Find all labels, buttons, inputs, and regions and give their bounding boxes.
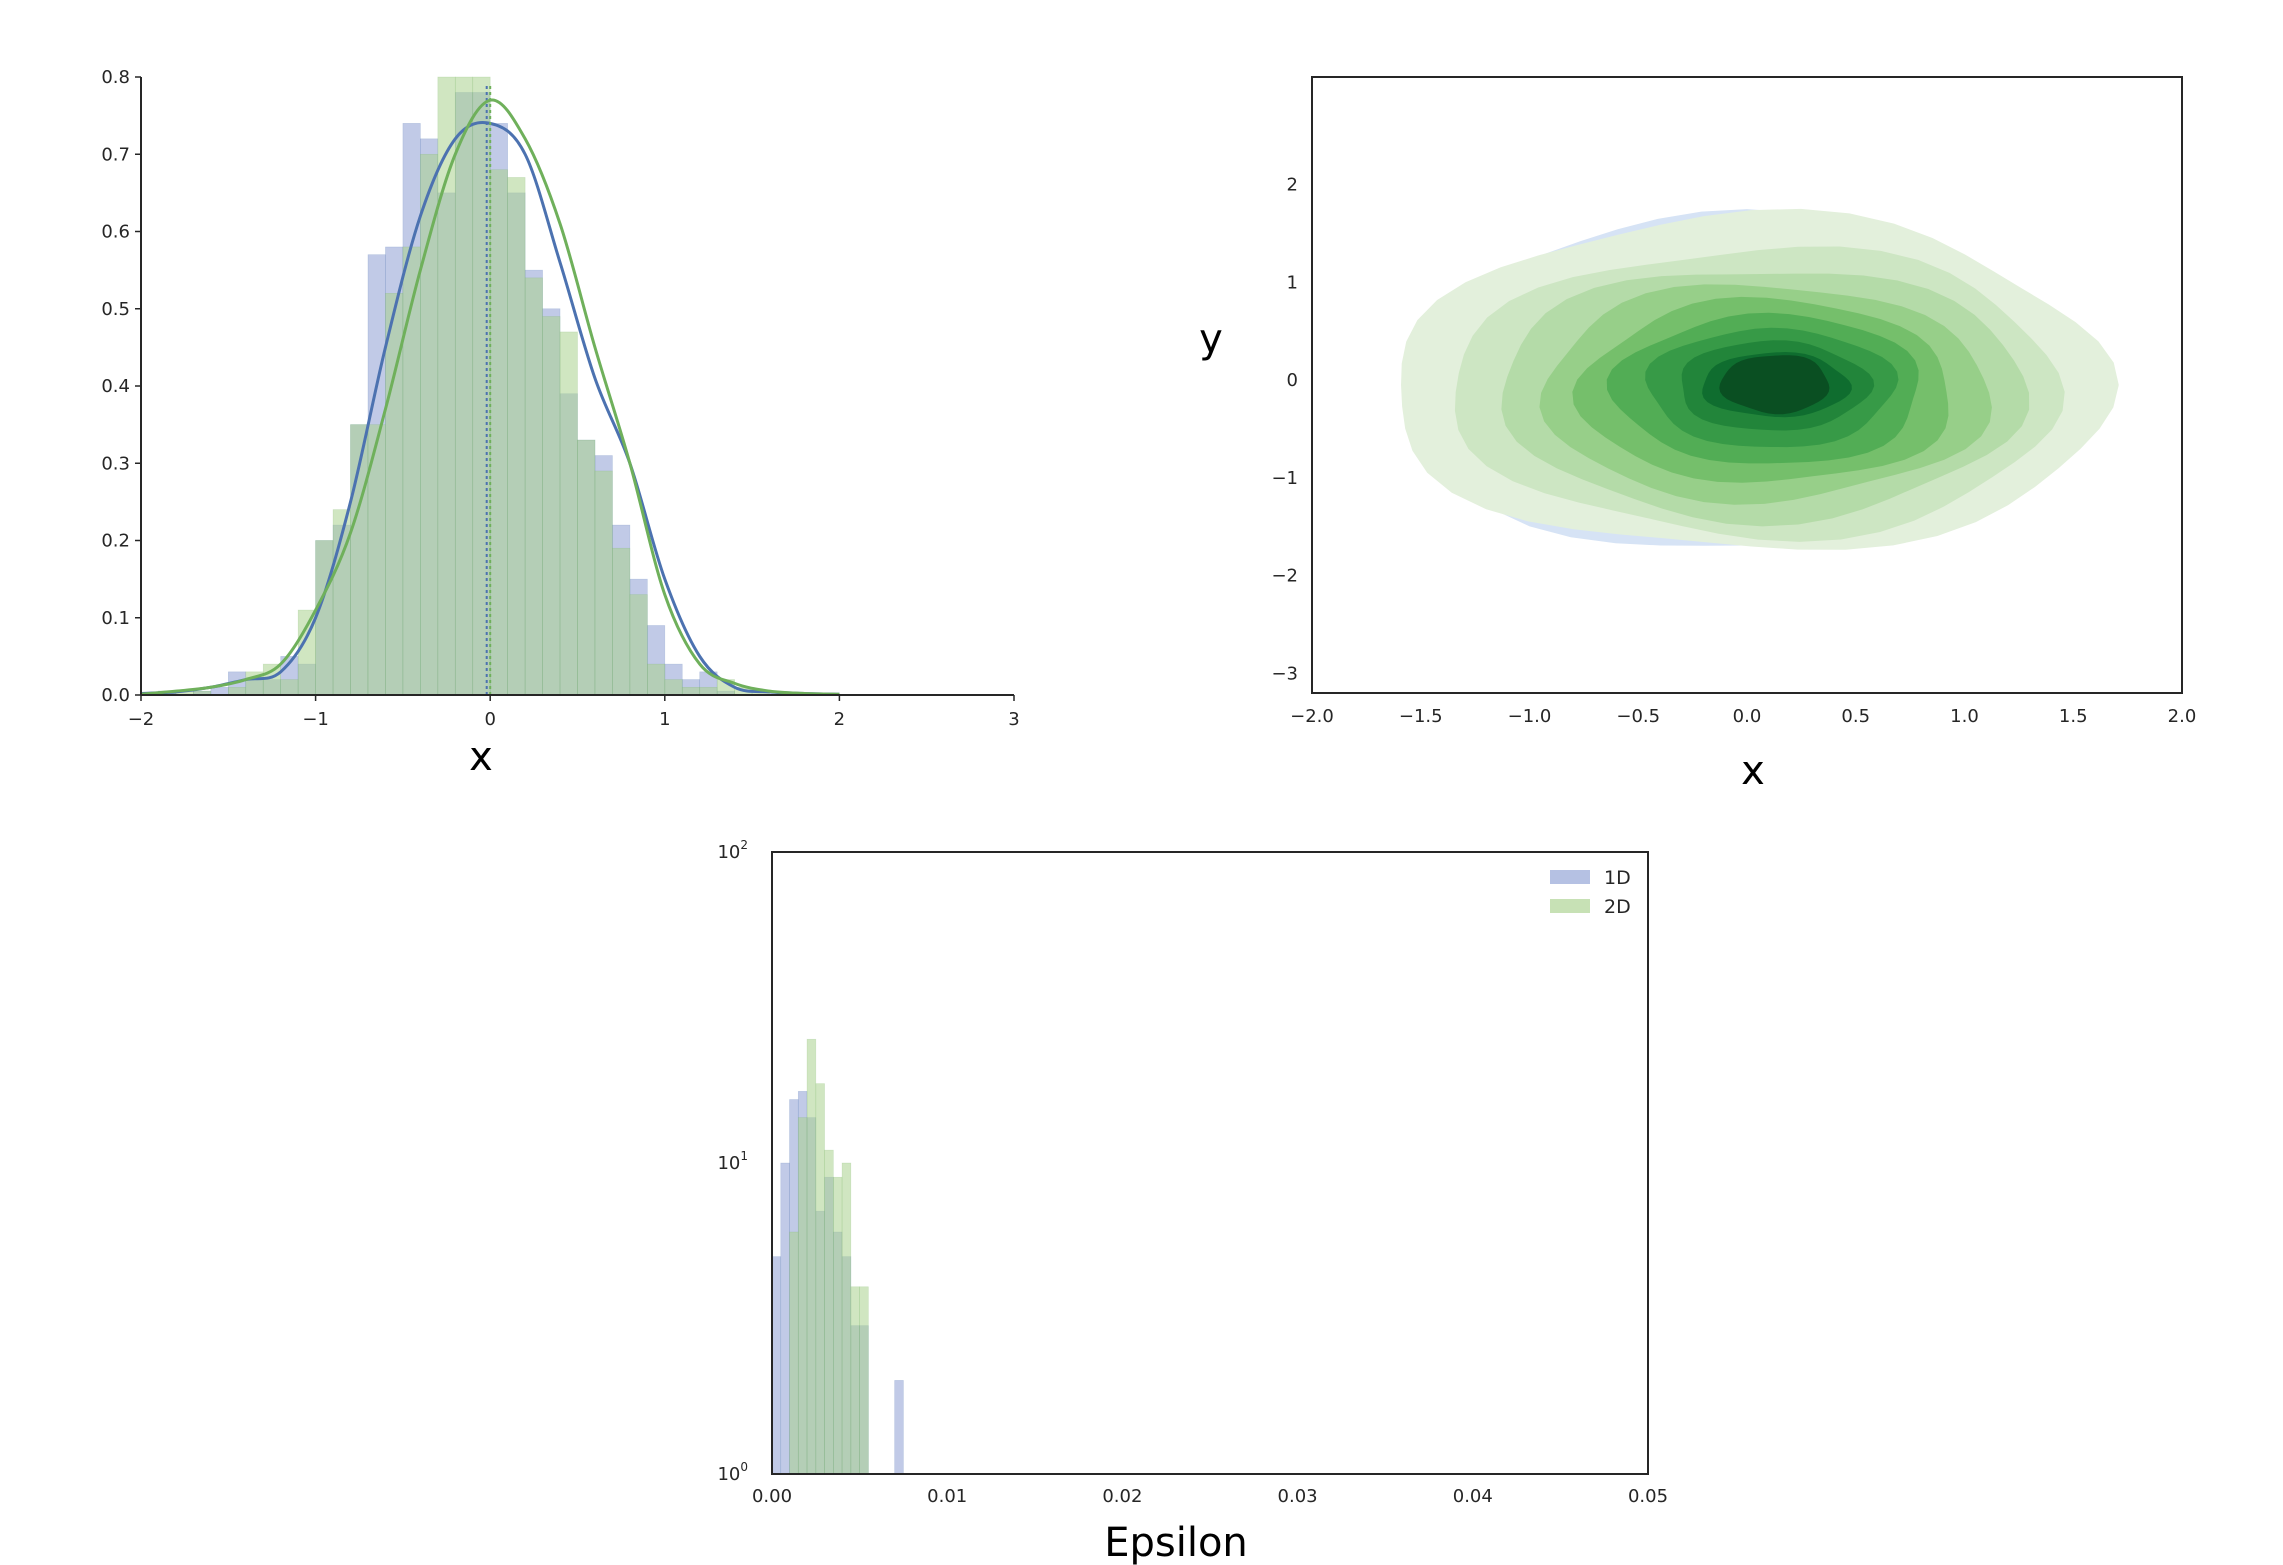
kde2d-ytick-label: 1 xyxy=(1287,272,1298,293)
kde2d-ytick-label: −2 xyxy=(1271,566,1298,587)
kde2d-contour-level-10 xyxy=(1719,355,1830,415)
kde2d-ytick-label: −1 xyxy=(1271,468,1298,489)
kde2d-xtick-label: −0.5 xyxy=(1616,706,1660,727)
hist1d-bar-2d xyxy=(507,177,526,696)
kde2d-xtick-label: 0.5 xyxy=(1841,706,1870,727)
hist1d-bar-2d xyxy=(594,470,613,696)
hist1d-bar-2d xyxy=(542,316,561,696)
epsilon-bar-2d xyxy=(789,1231,799,1475)
hist1d-ytick-label: 0.2 xyxy=(101,531,130,552)
epsilon-bar-2d xyxy=(797,1117,808,1475)
hist1d-ytick-label: 0.7 xyxy=(101,144,130,165)
epsilon-bar-2d xyxy=(815,1083,825,1475)
hist1d-ytick-label: 0.8 xyxy=(101,67,130,88)
epsilon-ytick-label: 101 xyxy=(717,1149,748,1174)
hist1d-xtick-label: 3 xyxy=(1008,709,1019,730)
kde2d-xtick-label: −2.0 xyxy=(1290,706,1334,727)
hist1d-bar-2d xyxy=(647,663,666,696)
hist1d-ytick-label: 0.1 xyxy=(101,608,130,629)
hist1d-xtick-label: −2 xyxy=(128,709,155,730)
kde2d-xlabel: x xyxy=(1741,748,1765,794)
epsilon-xtick-label: 0.01 xyxy=(927,1486,967,1507)
epsilon-xtick-label: 0.02 xyxy=(1102,1486,1142,1507)
kde2d-ytick-label: 2 xyxy=(1287,175,1298,196)
hist1d-bar-2d xyxy=(629,594,648,696)
epsilon-frame xyxy=(771,851,1649,1475)
hist1d-ytick-label: 0.3 xyxy=(101,453,130,474)
hist1d-panel: −2 −1 0 1 2 3 0.0 0.1 0.2 0.3 0.4 0.5 0.6 0.7 0.8 x xyxy=(101,67,1019,780)
epsilon-ytick-label: 100 xyxy=(717,1460,748,1485)
hist1d-bar-2d xyxy=(524,277,543,696)
kde2d-xtick-label: −1.0 xyxy=(1508,706,1552,727)
kde2d-xtick-label: 0.0 xyxy=(1733,706,1762,727)
hist1d-xtick-label: 1 xyxy=(659,709,670,730)
hist1d-xtick-label: 0 xyxy=(484,709,495,730)
kde2d-xtick-label: 1.5 xyxy=(2059,706,2088,727)
hist1d-bar-2d xyxy=(664,679,683,696)
hist1d-kde-lines xyxy=(140,84,840,696)
epsilon-bar-2d xyxy=(859,1286,869,1475)
hist1d-bar-2d xyxy=(315,540,334,696)
legend-label-2d: 2D xyxy=(1604,896,1631,918)
epsilon-bar-2d xyxy=(841,1162,852,1475)
epsilon-bar-1d xyxy=(894,1380,904,1475)
hist1d-ytick-label: 0.6 xyxy=(101,222,130,243)
legend-swatch-2d xyxy=(1550,899,1590,913)
hist1d-bar-2d xyxy=(681,686,701,696)
epsilon-legend: 1D 2D xyxy=(1550,867,1631,918)
hist1d-bar-2d xyxy=(612,547,631,696)
hist1d-bar-2d xyxy=(454,76,474,696)
epsilon-xtick-label: 0.04 xyxy=(1453,1486,1493,1507)
hist1d-bar-1d xyxy=(210,686,229,696)
epsilon-bar-1d xyxy=(780,1162,790,1475)
kde2d-frame xyxy=(1311,76,2183,694)
hist1d-ytick-label: 0.0 xyxy=(101,685,130,706)
hist1d-xtick-label: 2 xyxy=(834,709,845,730)
hist1d-bar-2d xyxy=(402,246,421,696)
epsilon-bar-2d xyxy=(806,1038,817,1475)
kde2d-xtick-label: 1.0 xyxy=(1950,706,1979,727)
kde2d-panel: −2.0 −1.5 −1.0 −0.5 0.0 0.5 1.0 1.5 2.0 −3 −2 −1 0 1 2… xyxy=(1199,76,2196,794)
hist1d-ytick-label: 0.5 xyxy=(101,299,130,320)
epsilon-ytick-label: 102 xyxy=(717,838,748,863)
hist1d-bar-2d xyxy=(577,439,596,696)
kde2d-xtick-label: −1.5 xyxy=(1399,706,1443,727)
kde2d-ytick-label: −3 xyxy=(1271,663,1298,684)
hist1d-bar-2d xyxy=(559,331,578,696)
kde2d-ticks: −2.0 −1.5 −1.0 −0.5 0.0 0.5 1.0 1.5 2.0 −3 −2 −1 0 1 2 xyxy=(1271,175,2196,727)
hist1d-xlabel: x xyxy=(469,734,493,780)
hist1d-bar-2d xyxy=(228,686,247,696)
hist1d-bars xyxy=(158,76,770,696)
hist1d-bar-2d xyxy=(437,76,456,696)
kde2d-xtick-label: 2.0 xyxy=(2168,706,2197,727)
hist1d-bar-2d xyxy=(699,686,718,696)
hist1d-ticks: −2 −1 0 1 2 3 0.0 0.1 0.2 0.3 0.4 0.5 0.6 0.7 0.8 xyxy=(101,67,1019,730)
kde2d-ytick-label: 0 xyxy=(1287,370,1298,391)
epsilon-xtick-label: 0.00 xyxy=(752,1486,792,1507)
legend-swatch-1d xyxy=(1550,870,1590,884)
epsilon-bars xyxy=(771,1038,904,1475)
hist1d-xtick-label: −1 xyxy=(302,709,329,730)
kde2d-ylabel: y xyxy=(1199,316,1223,362)
epsilon-xtick-label: 0.05 xyxy=(1628,1486,1668,1507)
hist1d-bar-2d xyxy=(489,169,508,696)
epsilon-ticks: 0.00 0.01 0.02 0.03 0.04 0.05 100 101 102 xyxy=(717,838,1668,1507)
hist1d-ytick-label: 0.4 xyxy=(101,376,130,397)
epsilon-bar-2d xyxy=(850,1286,860,1475)
hist1d-bar-2d xyxy=(280,679,299,696)
epsilon-bar-2d xyxy=(824,1149,834,1475)
epsilon-xlabel: Epsilon xyxy=(1104,1520,1248,1565)
epsilon-xtick-label: 0.03 xyxy=(1278,1486,1318,1507)
epsilon-bar-2d xyxy=(833,1176,843,1475)
epsilon-bar-1d xyxy=(771,1256,782,1475)
legend-label-1d: 1D xyxy=(1604,867,1631,889)
kde2d-contours xyxy=(1401,208,2119,550)
